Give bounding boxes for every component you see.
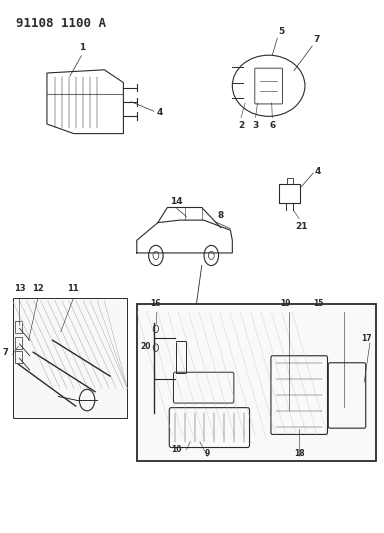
- Text: 9: 9: [205, 449, 210, 458]
- Bar: [176, 341, 186, 373]
- Text: 7: 7: [2, 348, 8, 357]
- Text: 91108 1100 A: 91108 1100 A: [17, 17, 106, 30]
- Bar: [15, 351, 22, 363]
- Bar: [137, 304, 376, 461]
- Text: 3: 3: [252, 121, 259, 130]
- Text: 5: 5: [278, 27, 284, 36]
- Text: 16: 16: [151, 300, 161, 309]
- Text: 8: 8: [217, 211, 223, 220]
- Bar: [286, 178, 293, 183]
- Text: 1: 1: [79, 43, 85, 52]
- Bar: [15, 337, 22, 349]
- Text: 17: 17: [361, 334, 372, 343]
- Text: 15: 15: [313, 300, 323, 309]
- Text: 18: 18: [294, 449, 305, 458]
- Text: 2: 2: [238, 121, 244, 130]
- Text: 4: 4: [156, 108, 163, 117]
- Text: 21: 21: [295, 222, 308, 231]
- Text: 20: 20: [141, 342, 151, 351]
- Bar: [13, 298, 127, 418]
- Bar: [279, 183, 300, 203]
- Bar: [15, 321, 22, 333]
- Text: 12: 12: [32, 284, 44, 293]
- Text: 10: 10: [171, 445, 182, 454]
- Text: 11: 11: [68, 284, 79, 293]
- Text: 6: 6: [269, 121, 275, 130]
- Text: 7: 7: [314, 35, 320, 44]
- Text: 19: 19: [281, 300, 291, 309]
- Text: 13: 13: [14, 284, 25, 293]
- Text: 14: 14: [170, 198, 182, 206]
- Text: 4: 4: [314, 167, 321, 176]
